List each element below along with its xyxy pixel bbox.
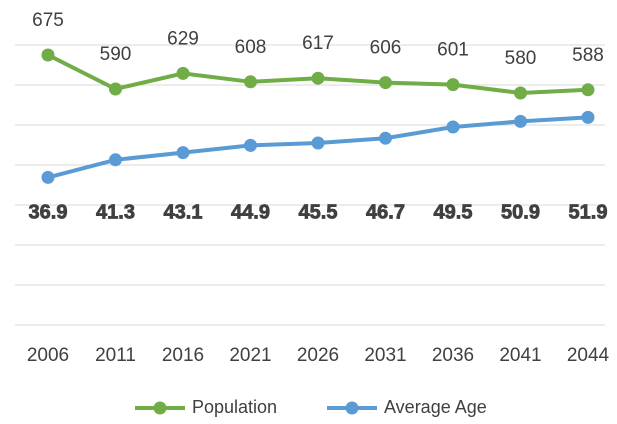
x-tick-label: 2036 [432,345,474,366]
point [311,136,325,150]
legend-marker [153,401,167,415]
point [379,131,392,145]
data-label: 41.3 [96,201,135,223]
point [514,86,527,100]
x-tick-label: 2006 [27,345,69,366]
data-label: 43.1 [164,201,203,223]
x-tick-label: 2011 [95,345,136,366]
x-tick-label: 2026 [297,345,339,366]
point [176,66,190,80]
x-tick-label: 2021 [229,345,271,366]
data-label: 50.9 [501,201,540,223]
point [379,76,392,90]
data-label: 588 [572,45,604,66]
data-label: 608 [235,37,267,58]
legend-marker [345,401,359,415]
legend-label: Average Age [384,397,487,417]
x-tick-label: 2016 [162,345,204,366]
point [244,75,257,89]
point [109,82,122,96]
point [514,114,527,128]
legend-label: Population [192,397,277,417]
x-tick-label: 2044 [567,345,610,366]
data-label: 617 [302,33,334,54]
x-tick-label: 2041 [499,345,541,366]
point [446,120,460,134]
point [41,48,55,62]
data-label: 49.5 [434,201,473,223]
data-label: 44.9 [231,201,270,223]
point [446,78,460,92]
data-label: 51.9 [569,201,608,223]
point [311,71,325,85]
data-label: 606 [370,38,402,59]
point [109,153,122,167]
data-label: 46.7 [366,201,405,223]
data-label: 45.5 [299,201,338,223]
data-label: 629 [167,28,199,49]
x-tick-label: 2031 [364,345,406,366]
data-label: 675 [32,10,64,31]
point [176,146,190,160]
data-label: 580 [505,48,537,69]
data-label: 36.9 [29,201,68,223]
point [41,170,55,184]
data-label: 590 [100,44,132,65]
point [581,110,595,124]
point [581,83,595,97]
data-label: 601 [437,40,469,61]
point [244,138,257,152]
